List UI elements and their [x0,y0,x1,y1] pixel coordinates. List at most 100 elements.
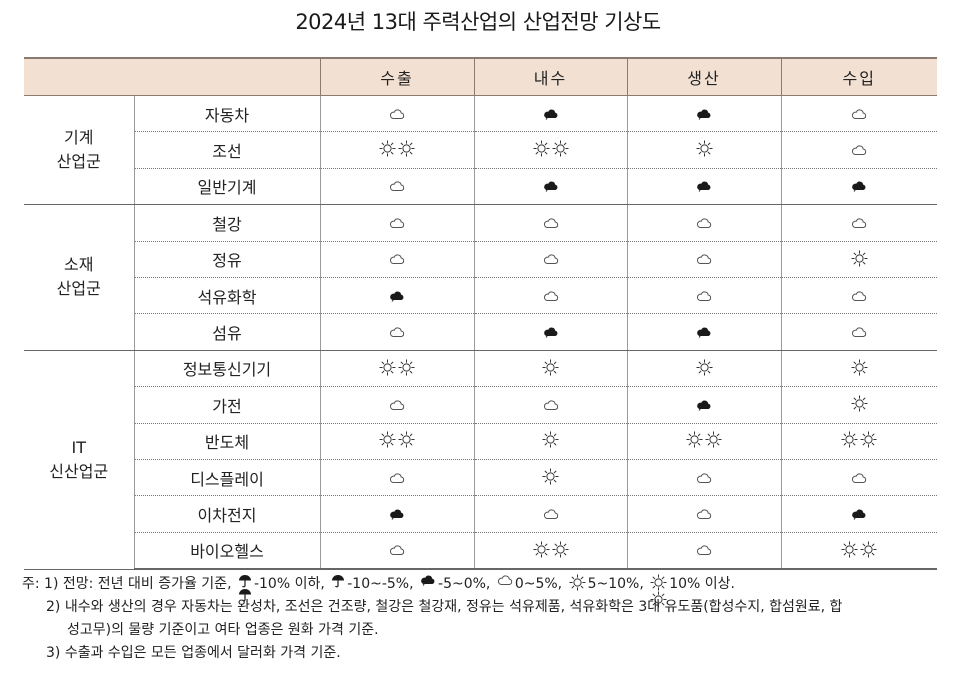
group-label-line: 소재 [64,255,94,275]
sun-icon [569,574,586,594]
outlook-cell-production [626,350,781,388]
sun-icon [696,139,713,159]
cloud-icon [696,286,712,306]
outlook-cell-production [626,131,781,169]
table-row: 바이오헬스 [24,532,937,571]
table-row: 정유 [24,241,937,278]
rain-cloud-icon [389,286,405,306]
outlook-cell-import [780,95,937,133]
legend-text: -5~0%, [438,576,495,592]
outlook-cell-production [626,532,781,571]
legend-text: 5~10%, [587,576,649,592]
page-title: 2024년 13대 주력산업의 산업전망 기상도 [295,10,661,34]
sun-icon [542,430,559,450]
industry-name: 일반기계 [133,168,320,206]
rain-cloud-icon [696,176,712,196]
outlook-cell-production [626,313,781,351]
outlook-cell-domestic [473,168,627,206]
cloud-icon [851,286,867,306]
cloud-icon [389,176,405,196]
outlook-cell-domestic [473,495,627,533]
outlook-cell-domestic [473,241,627,278]
cloud-icon [696,213,712,233]
cloud-icon [543,504,559,524]
industry-name: 섬유 [133,313,320,351]
outlook-cell-export [319,277,474,315]
outlook-cell-import [780,313,937,351]
industry-name: 반도체 [133,423,320,460]
sun2-icon [379,139,415,159]
industry-name: 바이오헬스 [133,532,320,571]
cloud-icon [851,213,867,233]
cloud-icon [851,322,867,342]
outlook-cell-domestic [473,350,627,388]
outlook-cell-production [626,241,781,278]
rain-cloud-icon [851,504,867,524]
group-label-line: 기계 [64,128,94,148]
cloud-icon [389,104,405,124]
table-row: 기계 산업군 자동차 [24,95,937,206]
table-row: IT 신산업군 정보통신기기 [24,350,937,570]
header-production: 생산 [626,57,781,96]
outlook-cell-production [626,277,781,315]
outlook-cell-export [319,313,474,351]
cloud-icon [497,574,513,594]
outlook-cell-domestic [473,95,627,133]
outlook-cell-domestic [473,131,627,169]
cloud-icon [389,468,405,488]
outlook-cell-export [319,459,474,497]
sun2-icon [533,139,569,159]
cloud-icon [696,540,712,560]
outlook-cell-production [626,95,781,133]
cloud-icon [389,322,405,342]
outlook-cell-production [626,495,781,533]
header-blank [24,57,320,96]
outlook-cell-import [780,131,937,169]
outlook-cell-production [626,386,781,424]
rain-cloud-icon [851,176,867,196]
note-1-prefix: 주: 1) 전망: 전년 대비 증가율 기준, [22,576,232,592]
umbrella-icon [331,574,345,594]
cloud-icon [851,468,867,488]
sun-icon [696,357,713,377]
outlook-cell-production [626,168,781,206]
group-label: 기계 산업군 [24,95,134,206]
outlook-cell-production [626,423,781,460]
table-row: 가전 [24,386,937,424]
industry-name: 석유화학 [133,277,320,315]
header-row: 수출 내수 생산 수입 [24,57,937,96]
table-row: 이차전지 [24,495,937,533]
rain-cloud-icon [420,574,436,594]
note-2-line-2: 성고무)의 물량 기준이고 여타 업종은 원화 가격 기준. [67,622,379,638]
table-row: 반도체 [24,423,937,460]
rain-cloud-icon [543,176,559,196]
outlook-cell-export [319,495,474,533]
group-label-line: IT [71,437,87,457]
cloud-icon [696,468,712,488]
cloud-icon [543,213,559,233]
cloud-icon [389,540,405,560]
outlook-cell-production [626,459,781,497]
cloud-icon [543,395,559,415]
table-row: 일반기계 [24,168,937,206]
sun-icon [851,357,868,377]
rain-cloud-icon [696,104,712,124]
outlook-cell-import [780,386,937,424]
outlook-cell-import [780,350,937,388]
industry-name: 디스플레이 [133,459,320,497]
rain-cloud-icon [543,322,559,342]
outlook-cell-import [780,423,937,460]
header-domestic: 내수 [473,57,627,96]
outlook-cell-import [780,168,937,206]
rain-cloud-icon [696,395,712,415]
industry-name: 가전 [133,386,320,424]
outlook-cell-domestic [473,532,627,571]
table-row: 디스플레이 [24,459,937,497]
cloud-icon [543,249,559,269]
outlook-cell-import [780,495,937,533]
table-row: 소재 산업군 철강 [24,204,937,351]
note-1: 주: 1) 전망: 전년 대비 증가율 기준, -10% 이하, -10~-5%… [22,573,942,608]
group-label-line: 신산업군 [49,461,109,481]
group-label-line: 산업군 [56,279,101,299]
